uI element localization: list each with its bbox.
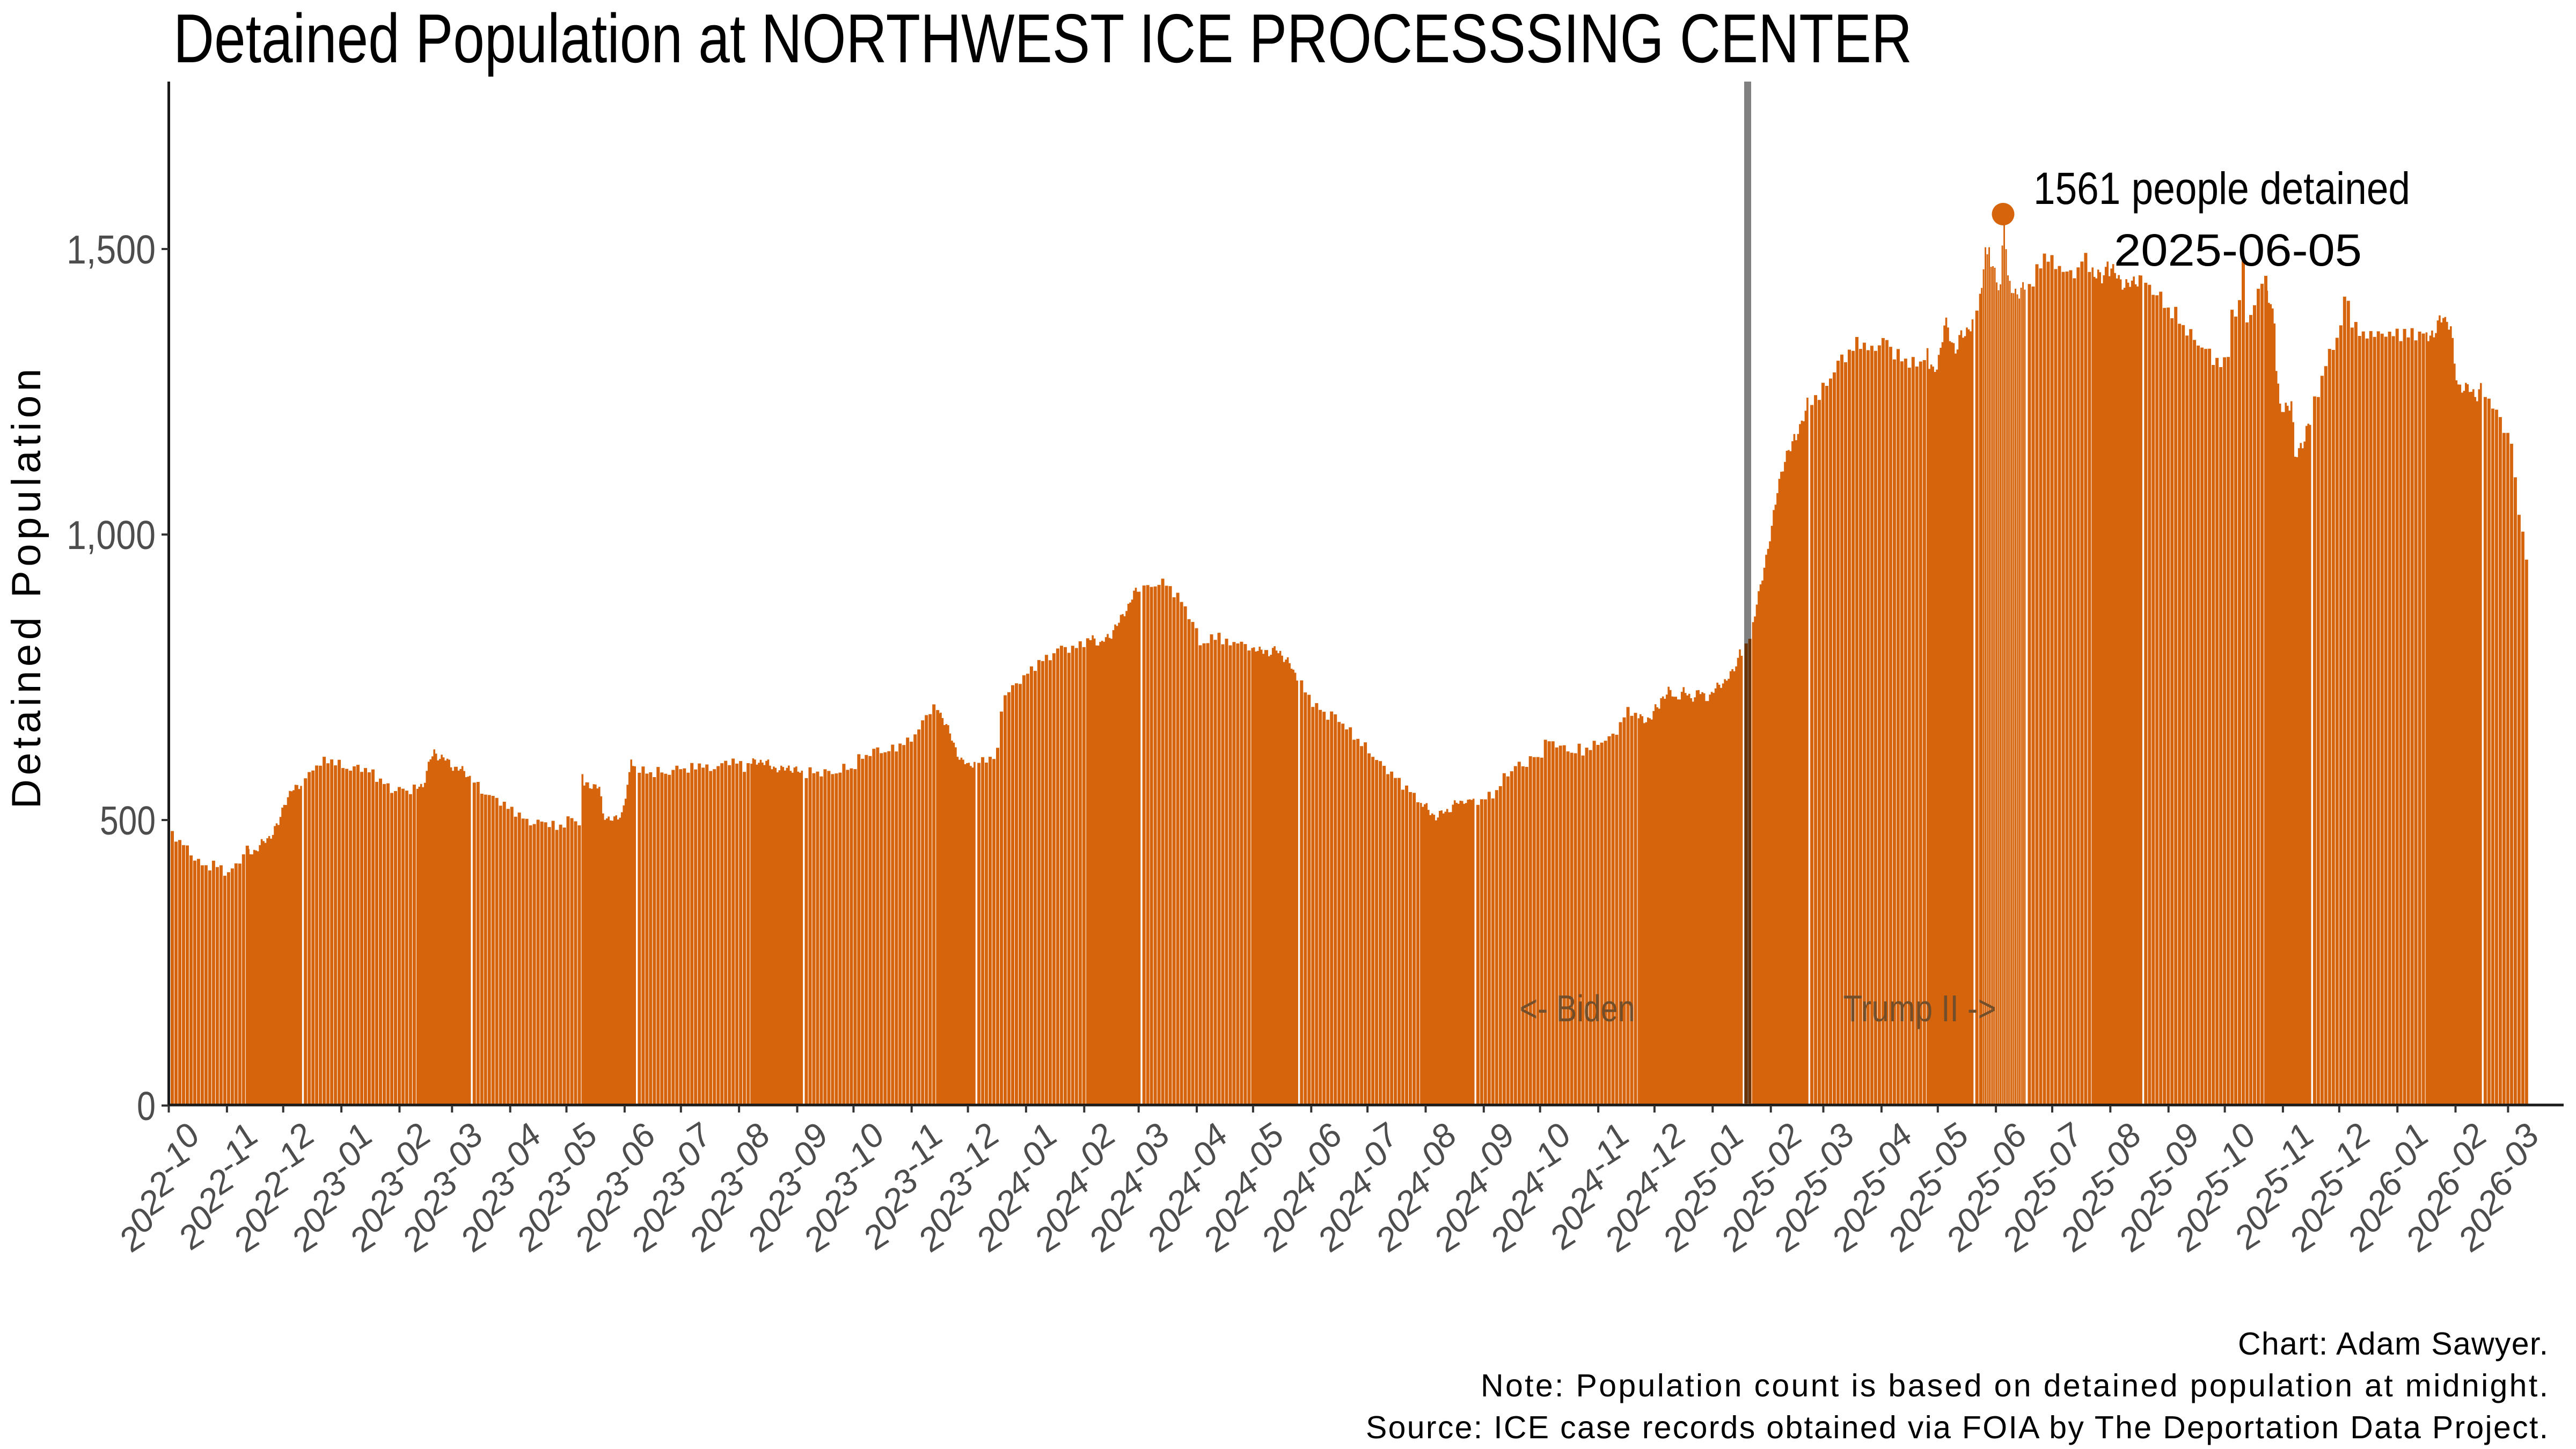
svg-text:1,000: 1,000 [67,513,156,558]
svg-text:Detained Population at NORTHWE: Detained Population at NORTHWEST ICE PRO… [173,0,1912,77]
svg-text:2025-06-05: 2025-06-05 [2114,225,2362,275]
svg-text:1561 people detained: 1561 people detained [2033,163,2410,214]
svg-text:Trump II ->: Trump II -> [1843,987,1996,1029]
svg-text:Chart: Adam Sawyer.: Chart: Adam Sawyer. [2238,1326,2548,1362]
svg-text:1,500: 1,500 [67,227,156,272]
svg-text:<- Biden: <- Biden [1520,987,1635,1029]
svg-text:500: 500 [100,798,156,843]
svg-text:Source: ICE case records obtai: Source: ICE case records obtained via FO… [1366,1410,2548,1445]
svg-text:Note: Population count is base: Note: Population count is based on detai… [1481,1368,2548,1403]
svg-text:0: 0 [137,1084,156,1129]
